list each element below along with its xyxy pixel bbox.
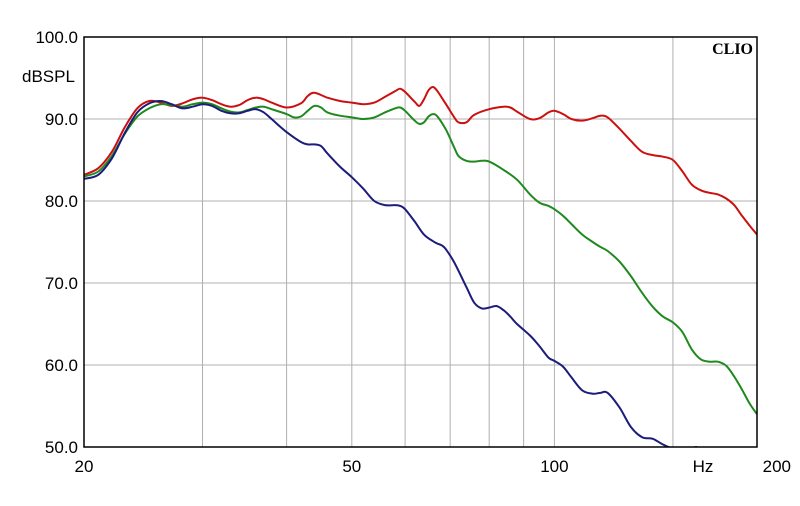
x-tick-label: 20 [75, 457, 94, 476]
x-unit-label: Hz [693, 457, 714, 476]
x-tick-label: 100 [540, 457, 568, 476]
tick-labels: 100.0 90.0 80.0 70.0 60.0 50.020 50 100 200 [35, 28, 791, 476]
plot-frame [83, 36, 758, 448]
series-layer [84, 86, 757, 447]
clio-brand-label: CLIO [712, 41, 753, 58]
grid-layer [84, 36, 757, 448]
y-tick-label: 70.0 [45, 274, 78, 293]
y-tick-label: 80.0 [45, 192, 78, 211]
y-tick-label: 50.0 [45, 438, 78, 457]
series-line-3 [84, 99, 698, 447]
series-line-2 [84, 101, 757, 415]
y-tick-label: 90.0 [45, 110, 78, 129]
x-tick-label: 50 [342, 457, 361, 476]
y-tick-label: 100.0 [35, 28, 78, 47]
series-line-1 [84, 86, 757, 236]
y-axis-label: dBSPL [22, 67, 75, 86]
x-tick-label: 200 [763, 457, 791, 476]
y-tick-label: 60.0 [45, 356, 78, 375]
